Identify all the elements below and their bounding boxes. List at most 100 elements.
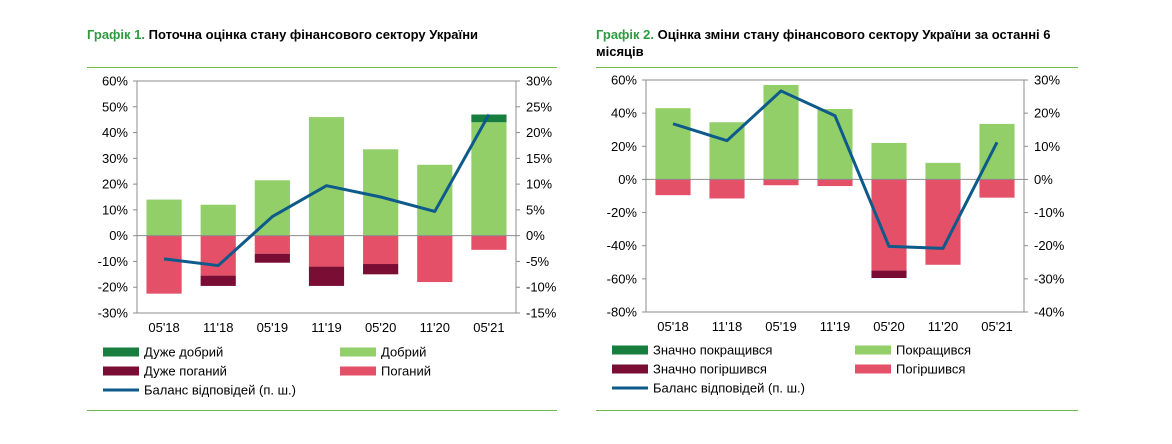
chart-1-right-tick-label: 5% [526,202,545,217]
chart-1-x-tick-label: 05'18 [148,320,179,335]
chart-1-x-tick-label: 11'18 [203,320,233,335]
chart-2-right-tick-label: -40% [1034,305,1065,320]
chart-2-right-tick-label: 30% [1034,73,1060,88]
chart-2-left-tick-label: 40% [611,106,637,121]
chart-1-title-text: Поточна оцінка стану фінансового сектору… [148,27,479,42]
chart-2-bar-segment [817,179,853,187]
chart-2-left-tick-label: 0% [618,172,637,187]
chart-1-balance-line [163,113,491,268]
chart-1-left-tick-label: 20% [102,177,128,192]
chart-2-x-tick-label: 05'18 [657,319,688,334]
chart-1-bar-segment [146,235,182,294]
chart-1-x-tick-label: 05'21 [473,320,504,335]
chart-1-bar-segment [254,253,290,263]
chart-2-bar-segment [871,270,907,279]
chart-1-legend-swatch [340,347,376,357]
chart-1-right-tick-label: 10% [526,177,552,192]
chart-2-left-tick-label: -80% [607,305,638,320]
chart-2-legend-label: Значно погіршився [653,362,767,377]
chart-2-top-rule [596,67,1078,68]
chart-2-left-tick-label: 20% [611,139,637,154]
chart-2-bar-segment [763,179,799,186]
chart-1-x-tick-label: 05'20 [365,320,396,335]
chart-1-bar-segment [146,199,182,236]
chart-2-bar-segment [871,142,907,180]
chart-1: 60% 50% 40% 30% 20% 10% 0% -10% -20% -30% 30% 25% 20… [98,74,557,398]
chart-1-bar-segment [417,235,453,283]
chart-1-left-tick-label: -20% [98,280,129,295]
chart-1-legend-label: Добрий [381,345,426,360]
chart-2-x-tick-label: 05'19 [765,319,796,334]
chart-1-legend-label: Дуже поганий [144,364,227,379]
chart-2-title-text: Оцінка зміни стану фінансового сектору У… [596,27,1051,59]
chart-2-x-tick-label: 05'21 [981,319,1012,334]
chart-2-bar-segment [709,179,745,199]
chart-2-legend-label: Значно покращився [653,343,772,358]
chart-1-right-tick-label: 20% [526,125,552,140]
chart-2-right-tick-label: -10% [1034,205,1065,220]
chart-2-left-tick-label: -60% [607,271,638,286]
chart-1-bar-segment [417,164,453,236]
chart-2-balance-line [672,89,999,250]
chart-2-bottom-rule [596,410,1078,411]
chart-2-bar-segment [655,179,691,196]
chart-1-right-tick-label: -15% [526,306,557,321]
chart-1-bar-segment [254,235,290,254]
chart-2-right-tick-label: 10% [1034,139,1060,154]
chart-2-left-tick-label: 60% [611,73,637,88]
chart-2-right-tick-label: -20% [1034,238,1065,253]
chart-1-right-tick-label: 15% [526,151,552,166]
chart-1-legend-label: Дуже добрий [144,345,223,360]
chart-1-legend-swatch [340,366,376,376]
chart-1-bar-segment [471,114,507,123]
chart-1-left-tick-label: 50% [102,99,128,114]
chart-1-bottom-rule [87,410,557,411]
chart-2-legend-label: Погіршився [896,362,965,377]
chart-2-legend-swatch [612,364,648,374]
chart-1-bar-segment [308,117,345,236]
chart-2-right-tick-label: -30% [1034,271,1065,286]
chart-1-right-tick-label: -10% [526,280,557,295]
chart-1-plot-frame [136,80,517,314]
chart-1-legend-label: Баланс відповідей (п. ш.) [144,383,296,398]
chart-2-left-tick-label: -20% [607,205,638,220]
chart-2-bar-segment [925,162,961,180]
chart-1-right-tick-label: -5% [526,254,550,269]
chart-1-left-tick-label: 0% [109,228,128,243]
chart-1-left-tick-label: 60% [102,74,128,89]
chart-2-legend-swatch [855,345,891,355]
chart-2-title-label: Графік 2. [596,27,654,42]
chart-2-x-tick-label: 11'19 [820,319,850,334]
chart-1-bar-segment [363,264,399,275]
chart-1-bar-segment [471,122,507,236]
chart-1-x-tick-label: 05'19 [257,320,288,335]
chart-2-title: Графік 2. Оцінка зміни стану фінансового… [596,26,1066,60]
chart-1-right-tick-label: 30% [526,74,552,89]
chart-2-plot-frame [645,79,1025,313]
chart-2-legend-label: Баланс відповідей (п. ш.) [653,381,805,396]
chart-1-bar-segment [308,266,345,286]
chart-1-legend-swatch [103,366,139,376]
chart-2-bar-segment [871,179,907,271]
chart-2-bar-segment [763,84,799,180]
chart-2-bar-segment [655,108,691,180]
chart-2-right-tick-label: 0% [1034,172,1053,187]
chart-2-left-tick-label: -40% [607,238,638,253]
chart-1-legend-swatch [103,347,139,357]
chart-2-legend-swatch [612,345,648,355]
chart-2-bar-segment [979,123,1015,180]
chart-2-legend-label: Покращився [896,343,971,358]
chart-2-bar-segment [979,179,1015,198]
chart-1-bar-segment [471,235,507,250]
chart-1-x-tick-label: 11'19 [311,320,341,335]
chart-2-legend-swatch [855,364,891,374]
chart-1-bar-segment [308,235,345,267]
chart-2-x-tick-label: 05'20 [873,319,904,334]
chart-2-x-tick-label: 11'18 [712,319,742,334]
chart-1-left-tick-label: 40% [102,125,128,140]
chart-1-title: Графік 1. Поточна оцінка стану фінансово… [87,26,557,43]
chart-1-left-tick-label: -10% [98,254,129,269]
chart-1-x-tick-label: 11'20 [420,320,450,335]
chart-1-bar-segment [363,149,399,236]
